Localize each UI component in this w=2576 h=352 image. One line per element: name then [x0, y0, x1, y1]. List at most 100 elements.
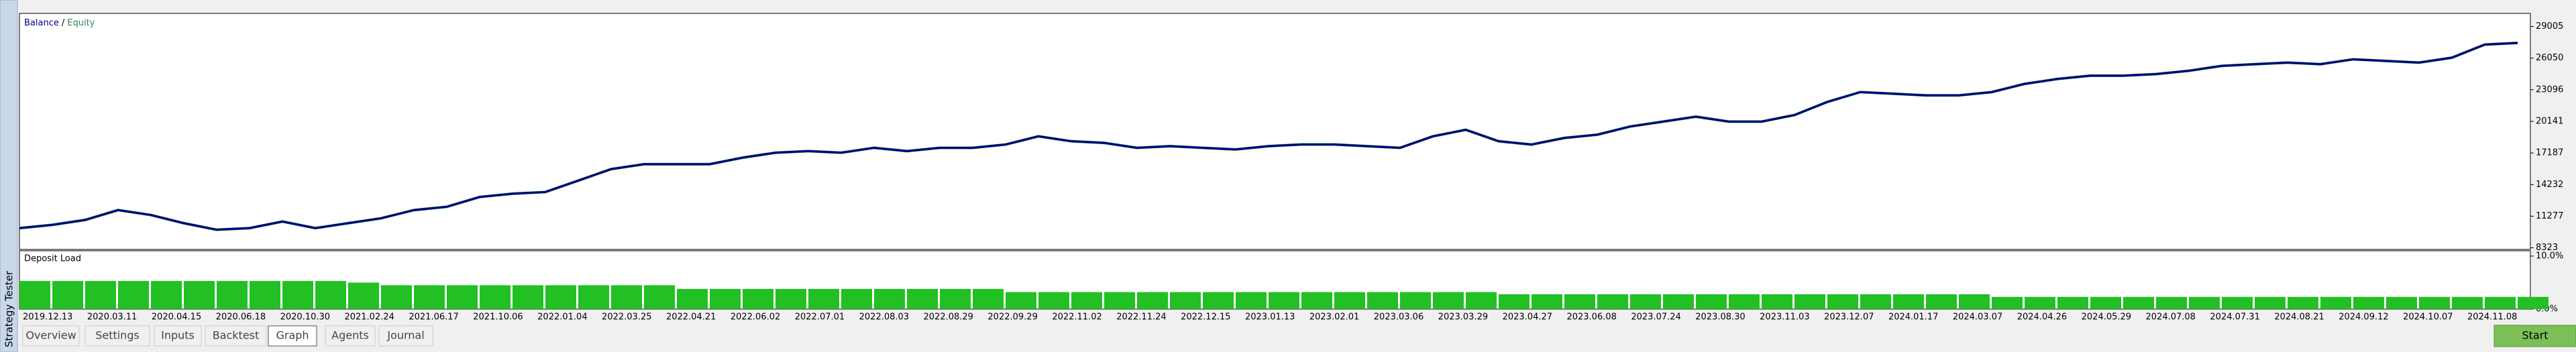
load-bar — [184, 281, 215, 309]
tab-label[interactable]: Overview — [25, 329, 76, 342]
start-button[interactable] — [2493, 325, 2576, 347]
load-bar — [1104, 292, 1135, 309]
load-bar — [1137, 292, 1168, 309]
load-bar — [1334, 292, 1365, 309]
tab[interactable] — [85, 325, 150, 347]
legend: Balance / Equity — [24, 18, 95, 28]
date-label: 2021.06.17 — [409, 312, 458, 322]
load-bar — [85, 281, 116, 309]
load-bar — [2025, 296, 2055, 309]
load-bar — [1597, 294, 1628, 309]
load-bar — [611, 285, 642, 309]
load-bar — [1893, 294, 1924, 309]
date-label: 2020.06.18 — [216, 312, 266, 322]
load-bar — [513, 285, 543, 309]
load-bar — [644, 285, 675, 309]
load-bar — [2123, 296, 2154, 309]
date-label: 2024.10.07 — [2403, 312, 2453, 322]
load-bar — [2518, 296, 2548, 309]
date-label: 2023.07.24 — [1631, 312, 1680, 322]
load-bar — [447, 285, 478, 309]
sidebar-title: Strategy Tester — [3, 270, 15, 347]
y-tick-label: 29005 — [2536, 21, 2563, 32]
date-label: 2024.11.08 — [2467, 312, 2517, 322]
load-bar — [315, 281, 346, 309]
load-bar — [940, 288, 971, 309]
date-label: 2024.03.07 — [1953, 312, 2002, 322]
tab[interactable] — [154, 325, 202, 347]
date-label: 2024.01.17 — [1888, 312, 1938, 322]
load-bar — [2353, 296, 2384, 309]
tab[interactable] — [205, 325, 267, 347]
load-bar — [1367, 292, 1398, 309]
date-label: 2024.09.12 — [2339, 312, 2388, 322]
date-label: 2020.04.15 — [152, 312, 201, 322]
tab-label[interactable]: Graph — [276, 329, 309, 342]
load-bar — [808, 288, 839, 309]
load-bar — [1038, 292, 1069, 309]
tab-label[interactable]: Journal — [386, 329, 424, 342]
load-bar — [19, 281, 50, 309]
tab-label[interactable]: Inputs — [161, 329, 195, 342]
date-label: 2023.11.03 — [1760, 312, 1809, 322]
load-bar — [1170, 292, 1201, 309]
load-bar — [1794, 294, 1825, 309]
load-bar — [743, 288, 773, 309]
load-bar — [414, 285, 445, 309]
y-tick-label: 17187 — [2536, 148, 2563, 158]
date-label: 2020.10.30 — [280, 312, 330, 322]
load-bar — [2189, 296, 2220, 309]
load-bar — [1630, 294, 1661, 309]
date-label: 2024.04.26 — [2017, 312, 2067, 322]
load-bar — [973, 288, 1004, 309]
tab[interactable] — [325, 325, 376, 347]
load-bar — [217, 281, 248, 309]
load-bar — [1071, 292, 1102, 309]
date-label: 2020.03.11 — [87, 312, 137, 322]
date-label: 2022.06.02 — [731, 312, 780, 322]
tab-label[interactable]: Agents — [331, 329, 369, 342]
start-label[interactable]: Start — [2522, 329, 2548, 342]
legend-entry: Equity — [67, 18, 95, 28]
load-bar — [841, 288, 872, 309]
date-label: 2023.01.13 — [1245, 312, 1295, 322]
load-bar — [2452, 296, 2483, 309]
load-bar — [677, 288, 708, 309]
load-bar — [1400, 292, 1431, 309]
date-label: 2024.05.29 — [2082, 312, 2131, 322]
date-label: 2024.07.08 — [2146, 312, 2196, 322]
load-bar — [2090, 296, 2121, 309]
equity-line — [19, 42, 2518, 231]
date-label: 2022.07.01 — [795, 312, 845, 322]
y-tick-label: 10.0% — [2536, 251, 2563, 261]
tab[interactable] — [268, 325, 317, 347]
load-bar — [578, 285, 609, 309]
date-label: 2023.12.07 — [1824, 312, 1874, 322]
load-bar — [1926, 294, 1957, 309]
load-bar — [1959, 294, 1990, 309]
load-bar — [480, 285, 511, 309]
load-bar — [545, 285, 576, 309]
tab-label[interactable]: Settings — [95, 329, 140, 342]
date-label: 2023.02.01 — [1309, 312, 1359, 322]
tab[interactable] — [378, 325, 433, 347]
load-bar — [907, 288, 938, 309]
load-bar — [348, 282, 379, 309]
load-bar — [2057, 296, 2088, 309]
y-tick-label: 26050 — [2536, 53, 2563, 63]
date-label: 2022.11.02 — [1052, 312, 1102, 322]
load-bar — [874, 288, 905, 309]
load-bar — [1499, 294, 1529, 309]
load-bar — [151, 281, 182, 309]
load-bar — [1236, 292, 1267, 309]
sidebar — [0, 0, 18, 352]
date-label: 2023.06.08 — [1566, 312, 1616, 322]
tab-label[interactable]: Backtest — [213, 329, 260, 342]
date-label: 2022.01.04 — [537, 312, 587, 322]
load-bar — [250, 281, 280, 309]
tab[interactable] — [22, 325, 80, 347]
date-label: 2022.04.21 — [666, 312, 716, 322]
load-bar — [2485, 296, 2516, 309]
date-label: 2022.08.29 — [924, 312, 973, 322]
